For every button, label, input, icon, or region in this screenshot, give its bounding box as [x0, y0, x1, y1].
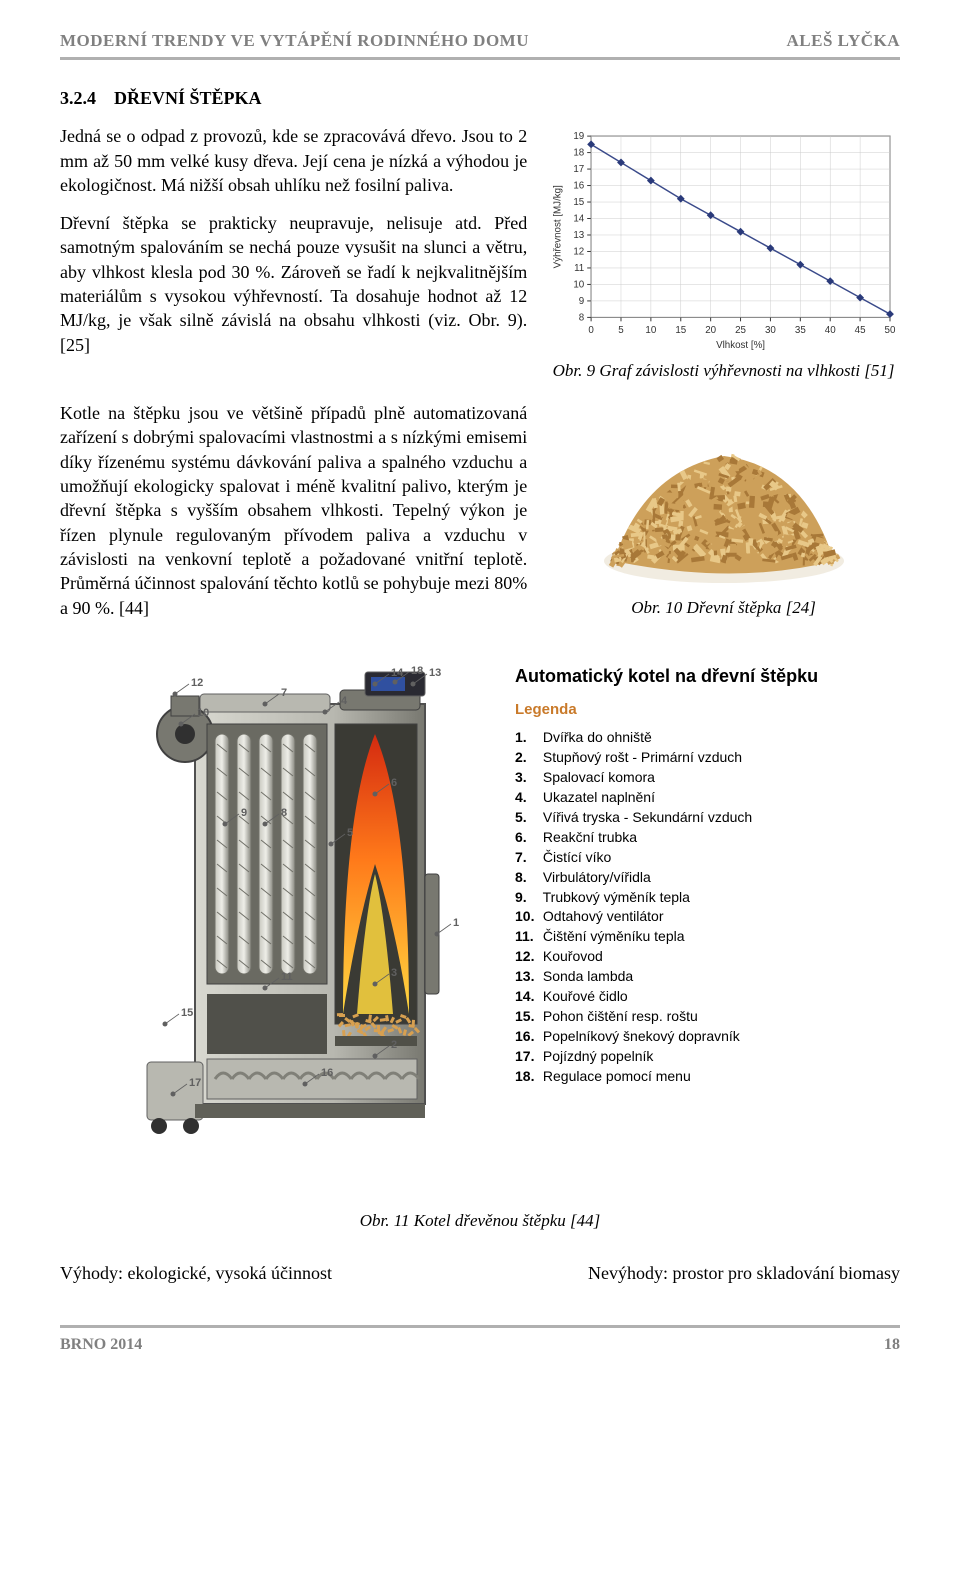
- woodchip-caption: Obr. 10 Dřevní štěpka [24]: [631, 597, 816, 620]
- section-title: DŘEVNÍ ŠTĚPKA: [114, 88, 262, 108]
- disadvantages: Nevýhody: prostor pro skladování biomasy: [588, 1261, 900, 1285]
- svg-text:30: 30: [765, 325, 776, 336]
- svg-text:18: 18: [574, 148, 585, 159]
- svg-text:10: 10: [197, 707, 209, 719]
- svg-text:45: 45: [855, 325, 866, 336]
- legend-item: 4. Ukazatel naplnění: [515, 788, 835, 807]
- legend-item: 13. Sonda lambda: [515, 967, 835, 986]
- svg-text:35: 35: [795, 325, 806, 336]
- svg-text:10: 10: [646, 325, 657, 336]
- paragraph-1: Jedná se o odpad z provozů, kde se zprac…: [60, 124, 527, 197]
- svg-text:8: 8: [579, 313, 585, 324]
- svg-text:6: 6: [391, 777, 397, 789]
- svg-text:50: 50: [885, 325, 896, 336]
- legend-item: 17. Pojízdný popelník: [515, 1047, 835, 1066]
- paragraph-3: Kotle na štěpku jsou ve většině případů …: [60, 401, 527, 620]
- svg-text:1: 1: [453, 917, 459, 929]
- legend-item: 9. Trubkový výměník tepla: [515, 888, 835, 907]
- boiler-legend-label: Legenda: [515, 700, 835, 720]
- section-heading: 3.2.4 DŘEVNÍ ŠTĚPKA: [60, 86, 900, 110]
- header-left: MODERNÍ TRENDY VE VYTÁPĚNÍ RODINNÉHO DOM…: [60, 30, 529, 53]
- svg-text:7: 7: [281, 687, 287, 699]
- svg-text:5: 5: [618, 325, 624, 336]
- svg-text:5: 5: [347, 827, 353, 839]
- header-right: ALEŠ LYČKA: [787, 30, 901, 53]
- legend-item: 3. Spalovací komora: [515, 768, 835, 787]
- legend-item: 11. Čištění výměníku tepla: [515, 927, 835, 946]
- svg-text:13: 13: [574, 230, 585, 241]
- legend-item: 7. Čistící víko: [515, 848, 835, 867]
- svg-text:9: 9: [579, 296, 584, 307]
- legend-item: 18. Regulace pomocí menu: [515, 1067, 835, 1086]
- legend-item: 12. Kouřovod: [515, 947, 835, 966]
- section-number: 3.2.4: [60, 88, 96, 108]
- svg-text:9: 9: [241, 807, 247, 819]
- legend-item: 10. Odtahový ventilátor: [515, 907, 835, 926]
- svg-text:16: 16: [321, 1067, 333, 1079]
- svg-text:19: 19: [574, 131, 585, 142]
- legend-item: 2. Stupňový rošt - Primární vzduch: [515, 748, 835, 767]
- svg-text:8: 8: [281, 807, 287, 819]
- svg-text:15: 15: [676, 325, 687, 336]
- legend-item: 6. Reakční trubka: [515, 828, 835, 847]
- boiler-caption: Obr. 11 Kotel dřevěnou štěpku [44]: [60, 1210, 900, 1233]
- advantages: Výhody: ekologické, vysoká účinnost: [60, 1261, 332, 1285]
- svg-text:11: 11: [281, 971, 293, 983]
- legend-item: 5. Vířivá tryska - Sekundární vzduch: [515, 808, 835, 827]
- woodchip-image: [584, 411, 864, 591]
- svg-text:11: 11: [574, 263, 584, 274]
- legend-item: 1. Dvířka do ohniště: [515, 728, 835, 747]
- svg-text:17: 17: [574, 164, 585, 175]
- boiler-title: Automatický kotel na dřevní štěpku: [515, 664, 835, 688]
- svg-text:2: 2: [391, 1039, 397, 1051]
- legend-item: 14. Kouřové čidlo: [515, 987, 835, 1006]
- svg-text:Vlhkost [%]: Vlhkost [%]: [716, 340, 765, 351]
- svg-text:16: 16: [574, 181, 585, 192]
- svg-text:14: 14: [574, 214, 585, 225]
- boiler-diagram: 123456789101112131415161718: [125, 664, 485, 1194]
- humidity-chart: 8 9 10 11 12 13 14 15 16 17 18 19 0 5 10 15 20 25 30 35 40 45…: [547, 124, 900, 354]
- svg-text:18: 18: [411, 665, 423, 677]
- svg-text:0: 0: [589, 325, 595, 336]
- legend-item: 15. Pohon čištění resp. roštu: [515, 1007, 835, 1026]
- footer-left: BRNO 2014: [60, 1334, 142, 1356]
- paragraph-2: Dřevní štěpka se prakticky neupravuje, n…: [60, 211, 527, 357]
- svg-text:Výhřevnost [MJ/kg]: Výhřevnost [MJ/kg]: [553, 185, 564, 268]
- legend-item: 8. Virbulátory/vířidla: [515, 868, 835, 887]
- chart-caption: Obr. 9 Graf závislosti výhřevnosti na vl…: [553, 360, 895, 383]
- svg-text:15: 15: [574, 197, 585, 208]
- page-header: MODERNÍ TRENDY VE VYTÁPĚNÍ RODINNÉHO DOM…: [60, 30, 900, 60]
- svg-text:25: 25: [735, 325, 746, 336]
- boiler-legend: Automatický kotel na dřevní štěpku Legen…: [515, 664, 835, 1194]
- svg-text:10: 10: [574, 280, 585, 291]
- legend-item: 16. Popelníkový šnekový dopravník: [515, 1027, 835, 1046]
- svg-text:12: 12: [574, 247, 585, 258]
- svg-text:13: 13: [429, 667, 441, 679]
- svg-text:12: 12: [191, 677, 203, 689]
- svg-text:40: 40: [825, 325, 836, 336]
- page-footer: BRNO 2014 18: [60, 1325, 900, 1356]
- footer-right: 18: [884, 1334, 900, 1356]
- svg-text:4: 4: [341, 695, 348, 707]
- svg-text:20: 20: [705, 325, 716, 336]
- svg-text:15: 15: [181, 1007, 193, 1019]
- svg-text:3: 3: [391, 967, 397, 979]
- svg-text:17: 17: [189, 1077, 201, 1089]
